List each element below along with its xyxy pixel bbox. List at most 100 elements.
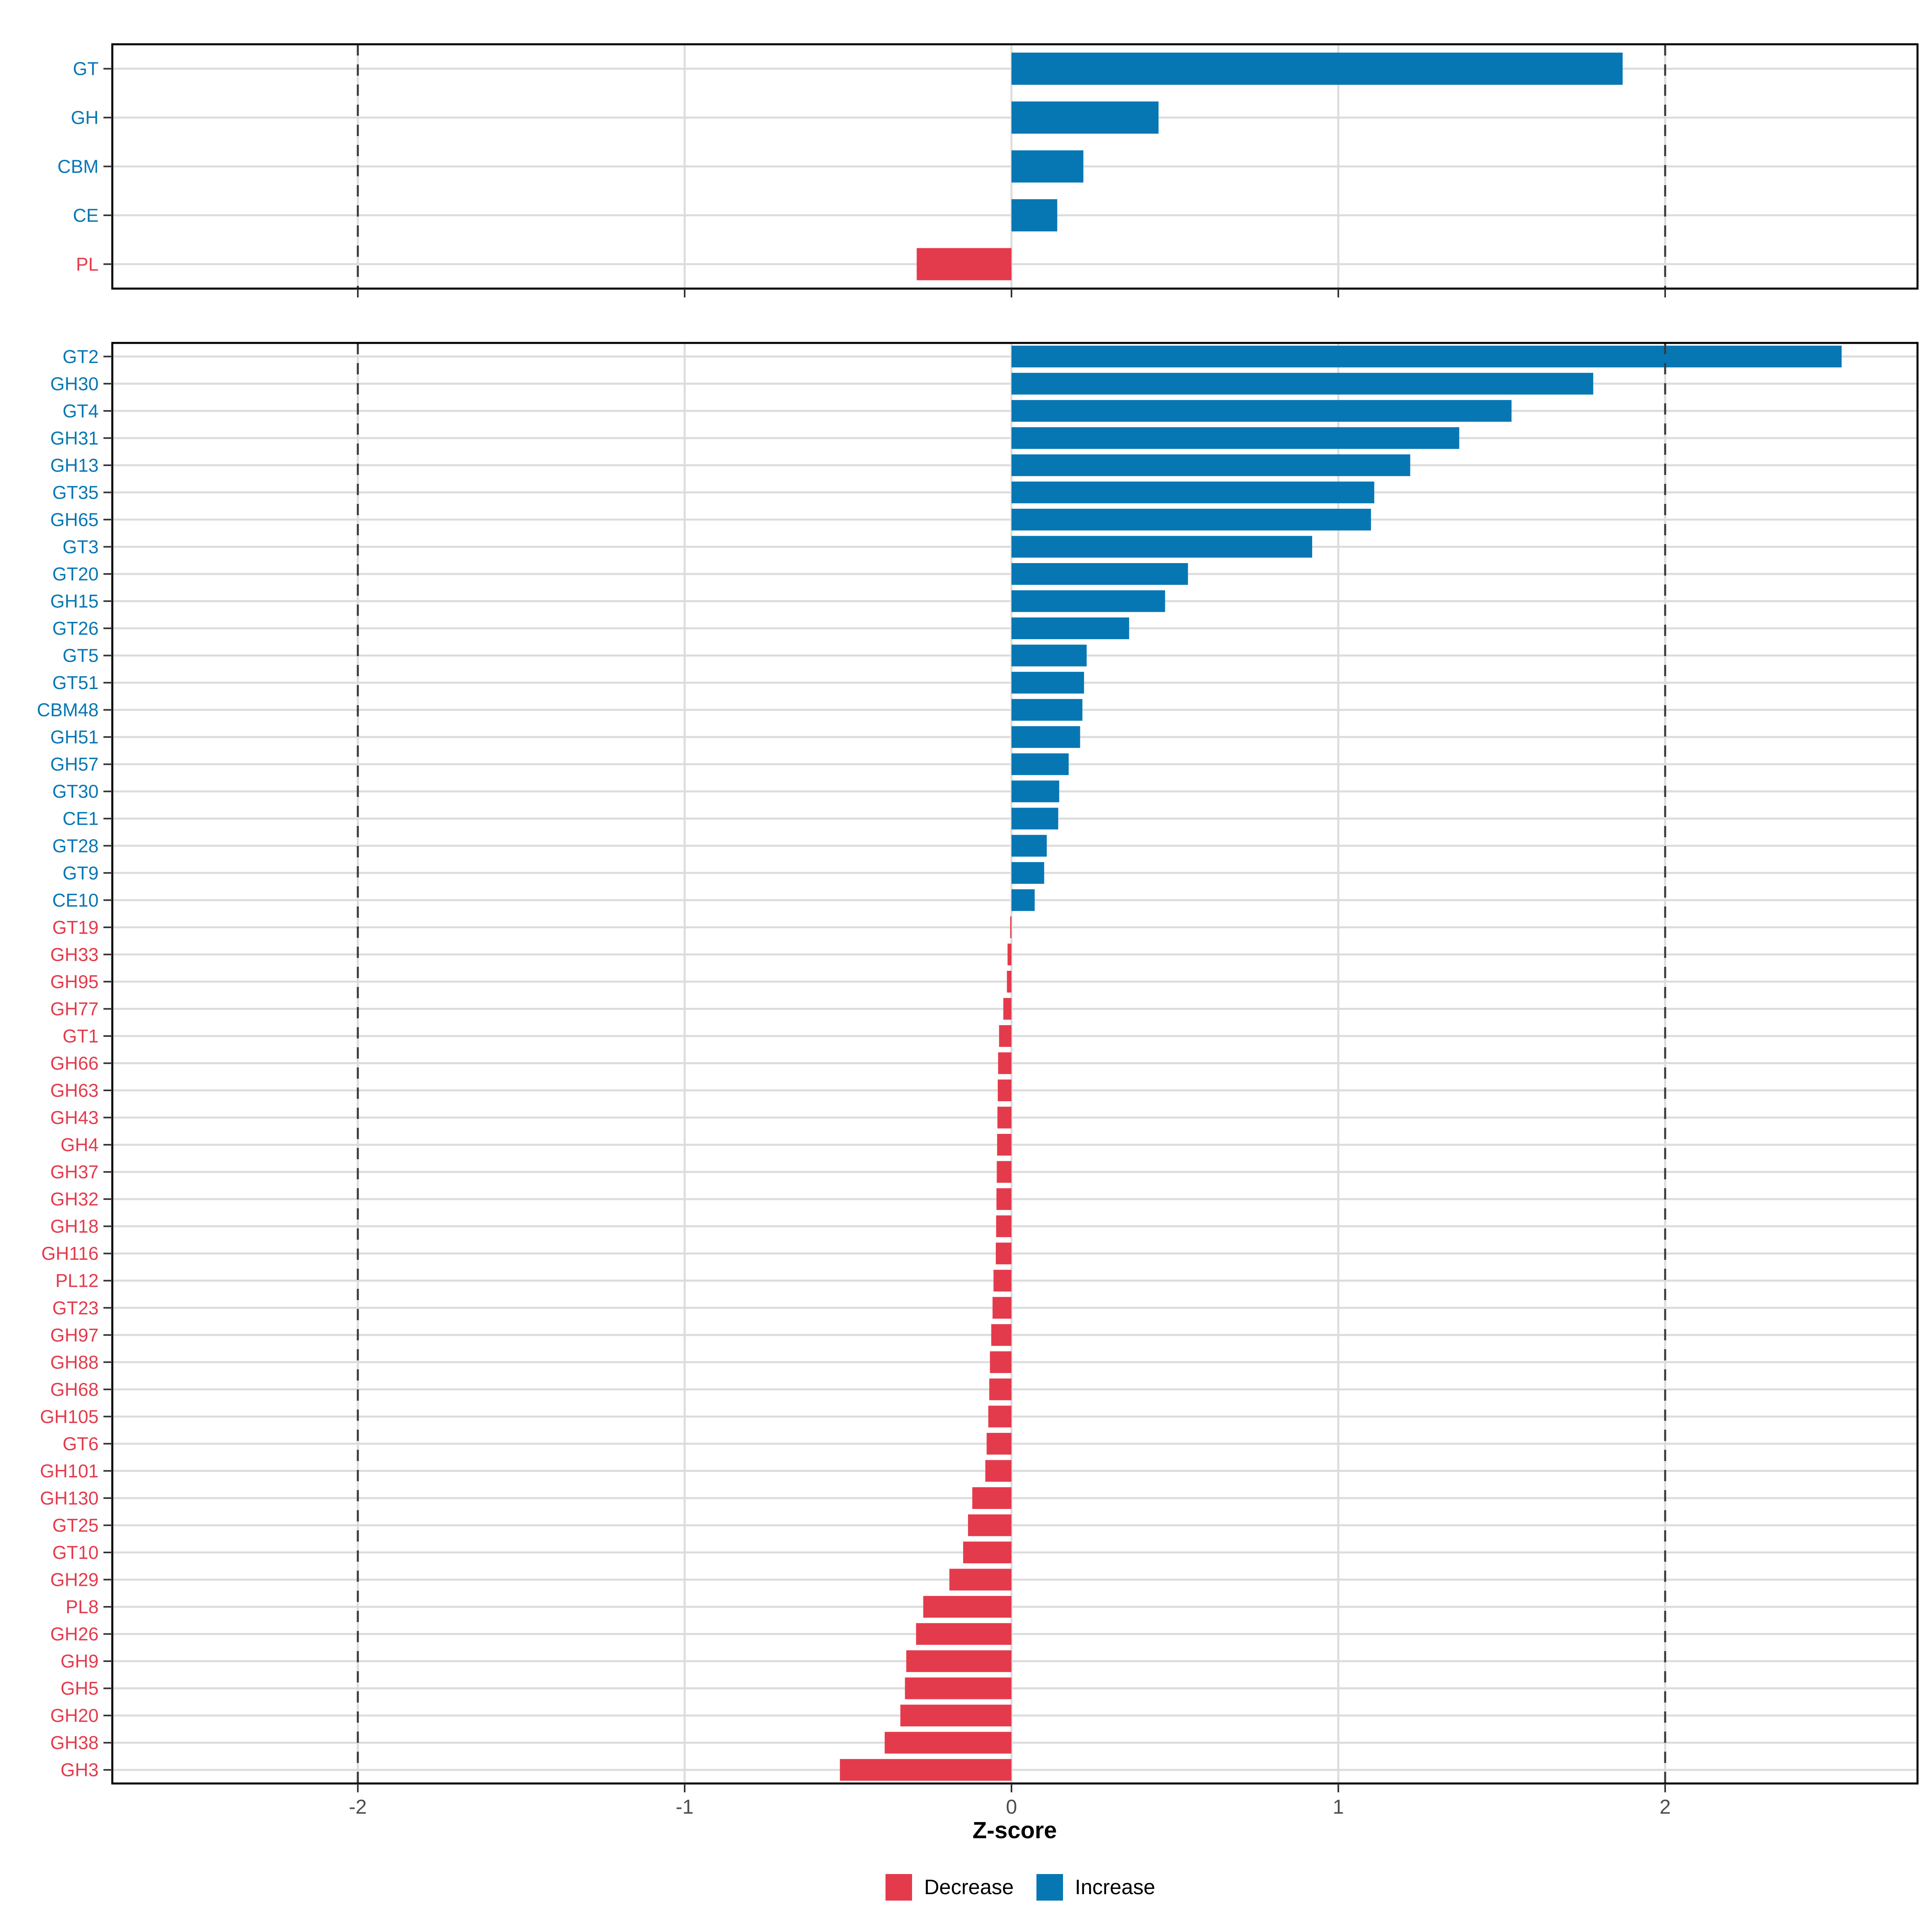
bar-GT28 xyxy=(1011,835,1047,857)
bar-PL12 xyxy=(993,1269,1011,1292)
bar-GH13 xyxy=(1011,454,1410,476)
bar-GT2 xyxy=(1011,345,1842,367)
y-tick-label: GH57 xyxy=(50,754,99,775)
y-tick-label: GT51 xyxy=(52,672,99,693)
bar-GH37 xyxy=(997,1161,1011,1183)
y-tick-label: GH38 xyxy=(50,1732,99,1753)
bar-GH57 xyxy=(1011,753,1069,775)
x-tick-label: -1 xyxy=(676,1796,694,1818)
bar-GH51 xyxy=(1011,726,1080,748)
bar-GT30 xyxy=(1011,780,1059,803)
y-tick-label: CE1 xyxy=(63,808,99,829)
bar-GH29 xyxy=(949,1569,1011,1591)
y-tick-label: GH5 xyxy=(60,1678,99,1699)
bar-GH9 xyxy=(906,1650,1011,1672)
bar-GT26 xyxy=(1011,617,1129,640)
y-tick-label: PL xyxy=(76,254,99,275)
y-tick-label: GH105 xyxy=(40,1406,99,1427)
bar-GH95 xyxy=(1007,970,1011,993)
y-tick-label: GH65 xyxy=(50,509,99,530)
y-tick-label: GT10 xyxy=(52,1542,99,1563)
y-tick-label: GH3 xyxy=(60,1759,99,1780)
y-tick-label: GH18 xyxy=(50,1216,99,1237)
y-tick-label: GT25 xyxy=(52,1515,99,1536)
bar-GT35 xyxy=(1011,481,1375,504)
y-tick-label: GH77 xyxy=(50,998,99,1019)
y-tick-label: GT3 xyxy=(63,536,99,557)
increase-swatch-icon xyxy=(1036,1874,1063,1901)
y-tick-label: GH68 xyxy=(50,1379,99,1400)
bar-GH3 xyxy=(840,1759,1011,1781)
bar-GH68 xyxy=(989,1378,1011,1400)
bar-CBM48 xyxy=(1011,699,1083,721)
y-tick-label: GH30 xyxy=(50,373,99,394)
y-tick-label: GT20 xyxy=(52,564,99,584)
y-tick-label: GH20 xyxy=(50,1705,99,1726)
bar-GH88 xyxy=(990,1351,1011,1373)
y-tick-label: GH13 xyxy=(50,455,99,476)
bar-GT9 xyxy=(1011,862,1044,884)
legend-label-increase: Increase xyxy=(1075,1876,1156,1899)
bar-GH xyxy=(1011,101,1159,134)
bar-GH18 xyxy=(996,1215,1011,1237)
y-tick-label: GT1 xyxy=(63,1026,99,1046)
bar-PL8 xyxy=(923,1596,1011,1618)
bar-GT19 xyxy=(1010,916,1011,938)
bar-CE xyxy=(1011,199,1057,231)
bar-GH4 xyxy=(997,1134,1011,1156)
bar-GT20 xyxy=(1011,563,1188,585)
y-tick-label: GH130 xyxy=(40,1488,99,1509)
y-tick-label: GT28 xyxy=(52,835,99,856)
bar-GH65 xyxy=(1011,508,1371,530)
bar-GH33 xyxy=(1007,943,1011,966)
bar-GH38 xyxy=(884,1732,1011,1754)
bar-GH15 xyxy=(1011,590,1165,612)
bar-GH31 xyxy=(1011,427,1459,449)
legend-label-decrease: Decrease xyxy=(924,1876,1014,1899)
bar-GT5 xyxy=(1011,644,1087,667)
y-tick-label: GH31 xyxy=(50,427,99,448)
bar-GH77 xyxy=(1003,998,1011,1020)
bar-GH116 xyxy=(996,1243,1011,1265)
bar-GT4 xyxy=(1011,400,1512,422)
y-tick-label: PL12 xyxy=(56,1270,99,1291)
bar-GH63 xyxy=(997,1080,1011,1102)
bar-CE1 xyxy=(1011,807,1059,830)
y-tick-label: GH101 xyxy=(40,1460,99,1481)
bar-GT6 xyxy=(987,1432,1011,1455)
bar-GT10 xyxy=(963,1542,1011,1564)
y-tick-label: GH63 xyxy=(50,1080,99,1101)
y-tick-label: GH4 xyxy=(60,1134,99,1155)
bar-GH43 xyxy=(997,1106,1011,1129)
bar-GH20 xyxy=(900,1705,1011,1727)
bar-GT xyxy=(1011,52,1623,85)
legend: Decrease Increase xyxy=(885,1874,1156,1901)
y-tick-label: GH51 xyxy=(50,727,99,747)
y-tick-label: GT23 xyxy=(52,1297,99,1318)
bar-CE10 xyxy=(1011,889,1035,911)
y-tick-label: CE xyxy=(73,205,99,226)
bar-GH30 xyxy=(1011,373,1593,395)
y-tick-label: GH37 xyxy=(50,1162,99,1183)
bar-GT3 xyxy=(1011,536,1313,558)
bar-GH130 xyxy=(972,1487,1011,1509)
bar-GH5 xyxy=(905,1677,1011,1699)
x-tick-label: -2 xyxy=(349,1796,367,1818)
y-tick-label: GT4 xyxy=(63,400,99,421)
y-tick-label: GH15 xyxy=(50,591,99,612)
y-tick-label: GH116 xyxy=(41,1243,99,1264)
y-tick-label: GH29 xyxy=(50,1569,99,1590)
y-tick-label: CBM48 xyxy=(37,700,99,720)
bar-GT1 xyxy=(999,1025,1011,1047)
legend-item-decrease: Decrease xyxy=(885,1874,1014,1901)
bar-GT23 xyxy=(992,1297,1011,1319)
y-tick-label: GT9 xyxy=(63,863,99,883)
bar-CBM xyxy=(1011,150,1084,183)
y-tick-label: GT19 xyxy=(52,917,99,938)
y-tick-label: GT2 xyxy=(63,346,99,367)
y-tick-label: GH88 xyxy=(50,1352,99,1373)
y-tick-label: GH26 xyxy=(50,1624,99,1645)
bar-GT25 xyxy=(968,1514,1011,1536)
